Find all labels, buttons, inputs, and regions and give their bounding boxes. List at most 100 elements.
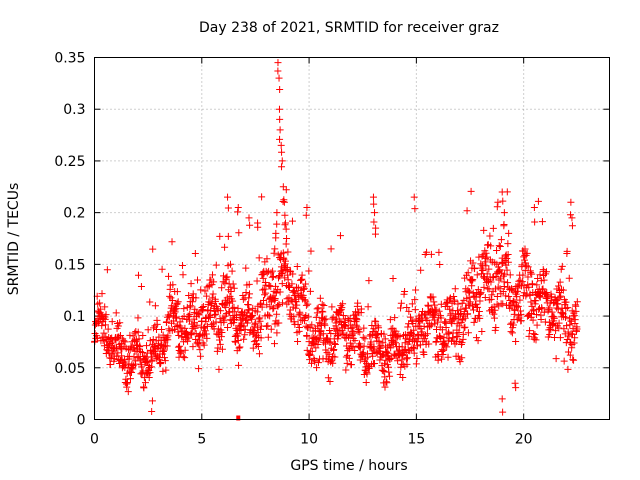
data-point bbox=[495, 242, 503, 250]
data-point bbox=[572, 307, 580, 315]
data-point bbox=[511, 379, 519, 387]
data-point bbox=[444, 353, 452, 361]
data-point bbox=[418, 328, 426, 336]
data-point bbox=[178, 262, 186, 270]
data-point bbox=[329, 359, 337, 367]
data-point bbox=[176, 342, 184, 350]
data-point bbox=[474, 337, 482, 345]
data-point bbox=[397, 304, 405, 312]
data-point bbox=[300, 285, 308, 293]
data-point bbox=[361, 335, 369, 343]
data-point bbox=[558, 262, 566, 270]
data-point bbox=[279, 269, 287, 277]
data-point bbox=[164, 332, 172, 340]
data-point bbox=[566, 211, 574, 219]
data-point bbox=[380, 330, 388, 338]
data-point bbox=[569, 356, 577, 364]
data-point bbox=[423, 330, 431, 338]
data-point bbox=[220, 316, 228, 324]
data-point bbox=[275, 74, 283, 82]
data-point bbox=[163, 342, 171, 350]
data-point bbox=[278, 148, 286, 156]
data-point bbox=[473, 271, 481, 279]
data-point bbox=[357, 305, 365, 313]
data-point bbox=[381, 383, 389, 391]
data-point bbox=[284, 271, 292, 279]
data-point bbox=[282, 186, 290, 194]
data-point bbox=[180, 305, 188, 313]
data-point bbox=[250, 328, 258, 336]
data-point bbox=[301, 317, 309, 325]
data-point bbox=[530, 330, 538, 338]
data-point bbox=[326, 377, 334, 385]
data-point bbox=[98, 322, 106, 330]
data-point bbox=[289, 270, 297, 278]
data-point bbox=[503, 266, 511, 274]
data-point bbox=[405, 307, 413, 315]
data-point bbox=[275, 105, 283, 113]
data-point bbox=[280, 198, 288, 206]
data-point bbox=[455, 328, 463, 336]
data-point bbox=[450, 296, 458, 304]
data-point bbox=[559, 286, 567, 294]
data-point bbox=[459, 330, 467, 338]
data-point bbox=[374, 322, 382, 330]
data-point bbox=[218, 328, 226, 336]
data-point bbox=[267, 325, 275, 333]
data-point bbox=[292, 304, 300, 312]
outlier-marker bbox=[236, 415, 241, 421]
data-point bbox=[102, 311, 110, 319]
data-point bbox=[276, 85, 284, 93]
data-point bbox=[191, 305, 199, 313]
data-point bbox=[201, 327, 209, 335]
data-point bbox=[122, 375, 130, 383]
data-point bbox=[494, 198, 502, 206]
data-point bbox=[279, 197, 287, 205]
data-point bbox=[199, 302, 207, 310]
data-point bbox=[487, 295, 495, 303]
data-point bbox=[212, 261, 220, 269]
data-point bbox=[105, 349, 113, 357]
data-point bbox=[499, 288, 507, 296]
data-point bbox=[555, 319, 563, 327]
data-point bbox=[556, 334, 564, 342]
data-point bbox=[451, 314, 459, 322]
data-point bbox=[449, 334, 457, 342]
data-point bbox=[196, 346, 204, 354]
data-point bbox=[560, 357, 568, 365]
data-point bbox=[486, 232, 494, 240]
data-point bbox=[497, 236, 505, 244]
data-point bbox=[134, 328, 142, 336]
data-point bbox=[562, 298, 570, 306]
data-point bbox=[186, 310, 194, 318]
data-point bbox=[570, 312, 578, 320]
data-point bbox=[333, 326, 341, 334]
data-point bbox=[313, 364, 321, 372]
data-point bbox=[470, 318, 478, 326]
data-point bbox=[490, 314, 498, 322]
data-point bbox=[266, 312, 274, 320]
data-point bbox=[508, 301, 516, 309]
data-point bbox=[528, 270, 536, 278]
data-point bbox=[304, 313, 312, 321]
data-point bbox=[534, 197, 542, 205]
data-point bbox=[303, 346, 311, 354]
x-tick-label: 15 bbox=[407, 432, 425, 448]
data-point bbox=[246, 290, 254, 298]
data-point bbox=[234, 208, 242, 216]
data-point bbox=[566, 321, 574, 329]
data-point bbox=[148, 356, 156, 364]
data-point bbox=[232, 331, 240, 339]
data-point bbox=[322, 315, 330, 323]
data-point bbox=[307, 359, 315, 367]
data-point bbox=[391, 314, 399, 322]
data-point bbox=[534, 274, 542, 282]
data-point bbox=[471, 265, 479, 273]
data-point bbox=[307, 247, 315, 255]
data-point bbox=[234, 203, 242, 211]
data-point bbox=[328, 303, 336, 311]
data-point bbox=[168, 238, 176, 246]
data-point bbox=[104, 325, 112, 333]
data-point bbox=[197, 286, 205, 294]
data-point bbox=[525, 283, 533, 291]
